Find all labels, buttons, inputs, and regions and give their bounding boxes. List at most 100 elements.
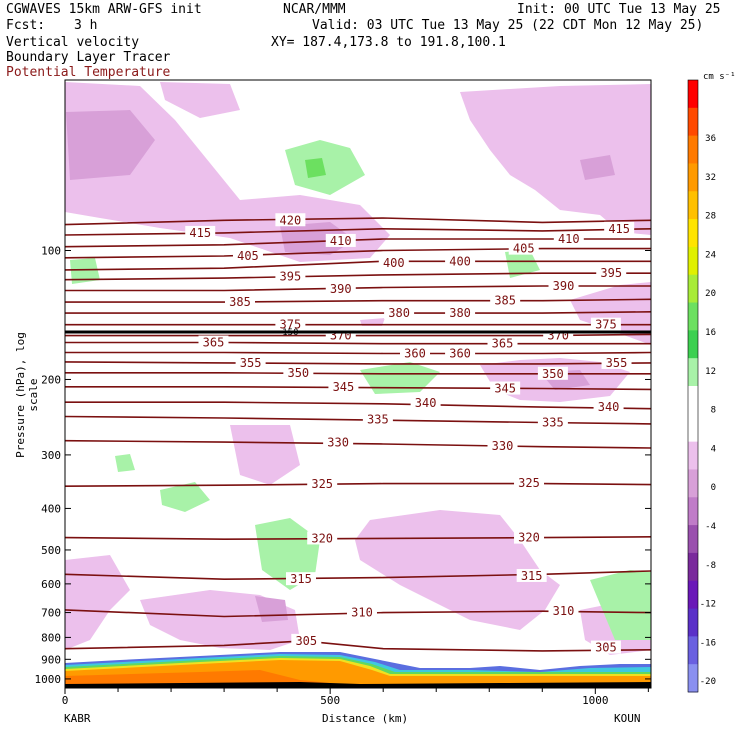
theta-label-bg <box>283 365 314 379</box>
theta-label-bg <box>490 293 521 307</box>
potential-temperature-contours: 420 415 415 410 410 405 405 400 400 395 395 390 390 3… <box>65 213 651 655</box>
colorbar-label: 4 <box>711 444 716 454</box>
theta-label-bg <box>490 381 521 395</box>
field-potential-temperature: Potential Temperature <box>6 65 171 80</box>
theta-label-bg <box>235 355 266 369</box>
w-negative-region <box>66 110 155 180</box>
terrain <box>65 682 651 688</box>
theta-label-320: 320 <box>311 531 333 545</box>
theta-label-320: 320 <box>518 531 540 545</box>
theta-label-400: 400 <box>449 254 471 268</box>
colorbar-label: 12 <box>705 367 716 377</box>
w-positive-region <box>285 140 365 195</box>
colorbar-segment <box>688 608 698 637</box>
theta-label-410: 410 <box>330 234 352 248</box>
y-tick-label: 300 <box>41 449 61 462</box>
y-tick-label: 100 <box>41 244 61 257</box>
theta-contour-340 <box>65 401 651 410</box>
theta-label-bg <box>325 233 356 247</box>
w-negative-region <box>580 155 615 180</box>
theta-label-bg <box>378 256 409 270</box>
theta-label-335: 335 <box>367 412 389 426</box>
colorbar-segment <box>688 525 698 554</box>
colorbar-label: 20 <box>705 289 716 299</box>
theta-contour-360 <box>65 351 651 355</box>
theta-label-bg <box>548 278 579 292</box>
w-negative-region <box>230 425 300 485</box>
colorbar-segment <box>688 636 698 665</box>
theta-label-350: 350 <box>287 366 309 380</box>
colorbar-segment <box>688 80 698 109</box>
y-tick-label: 800 <box>41 631 61 644</box>
theta-label-bg <box>445 346 476 360</box>
xy-coordinates: XY= 187.4,173.8 to 191.8,100.1 <box>271 35 506 50</box>
theta-label-bg <box>325 282 356 296</box>
theta-label-330: 330 <box>327 436 349 450</box>
w-positive-region <box>305 158 326 178</box>
theta-label-325: 325 <box>311 477 333 491</box>
w-negative-region <box>160 82 240 118</box>
theta-label-bg <box>346 605 377 619</box>
colorbar-segment <box>688 274 698 304</box>
theta-label-bg <box>410 396 441 410</box>
colorbar-segment <box>688 135 698 164</box>
y-tick-label: 600 <box>41 578 61 591</box>
theta-contour-370 <box>65 333 651 337</box>
theta-label-310: 310 <box>351 606 373 620</box>
colorbar-label: 0 <box>711 483 716 493</box>
theta-label-bg <box>362 412 393 426</box>
theta-label-bg <box>590 640 621 654</box>
colorbar-label: 16 <box>705 328 716 338</box>
theta-contour-390 <box>65 285 651 292</box>
colorbar-segment <box>688 413 698 443</box>
w-positive-region <box>590 570 651 640</box>
theta-label-bg <box>604 221 635 235</box>
valid-time: Valid: 03 UTC Tue 13 May 25 (22 CDT Mon … <box>312 18 704 33</box>
theta-label-bg <box>590 317 621 331</box>
theta-label-405: 405 <box>237 249 259 263</box>
theta-label-bg <box>596 266 627 280</box>
w-positive-region <box>505 250 540 278</box>
colorbar-segment <box>688 219 698 248</box>
theta-contour-395 <box>65 272 651 281</box>
colorbar-segment <box>688 107 698 137</box>
theta-label-385: 385 <box>494 294 516 308</box>
theta-label-bg <box>384 306 415 320</box>
boundary-layer-tracer <box>65 652 651 688</box>
theta-label-415: 415 <box>608 222 630 236</box>
theta-contour-325 <box>65 482 651 487</box>
theta-contour-305 <box>65 640 651 652</box>
colorbar-segment <box>688 580 698 610</box>
y-tick-label: 400 <box>41 502 61 515</box>
theta-label-355: 355 <box>606 356 628 370</box>
colorbar-segment <box>688 469 698 498</box>
theta-label-305: 305 <box>295 634 317 648</box>
y-tick-label: 200 <box>41 373 61 386</box>
colorbar-segment <box>688 358 698 387</box>
theta-contour-420 <box>65 217 651 226</box>
theta-label-bg <box>400 346 431 360</box>
x-endpoint-right: KOUN <box>614 712 641 725</box>
theta-label-bg <box>275 213 306 227</box>
colorbar-label: -4 <box>705 522 716 532</box>
theta-label-bg <box>275 269 306 283</box>
w-negative-region <box>570 282 651 345</box>
theta-label-380: 380 <box>388 306 410 320</box>
x-tick-label: 0 <box>62 694 69 707</box>
colorbar-label: 8 <box>711 406 716 416</box>
theta-label-315: 315 <box>521 569 543 583</box>
fcst-label: Fcst: <box>6 18 46 33</box>
colorbar-label: 36 <box>705 134 716 144</box>
theta-label-bg <box>548 604 579 618</box>
theta-contour-365 <box>65 341 651 345</box>
colorbar-label: 24 <box>705 250 716 260</box>
theta-label-bg <box>307 477 338 491</box>
theta-label-bg <box>198 335 229 349</box>
colorbar-segment <box>688 552 698 582</box>
fcst-value: 3 h <box>74 18 98 33</box>
theta-label-bg <box>445 306 476 320</box>
theta-label-340: 340 <box>598 400 620 414</box>
colorbar-segment <box>688 664 698 693</box>
colorbar-unit: cm s⁻¹ <box>703 72 736 82</box>
theta-label-390: 390 <box>330 282 352 296</box>
